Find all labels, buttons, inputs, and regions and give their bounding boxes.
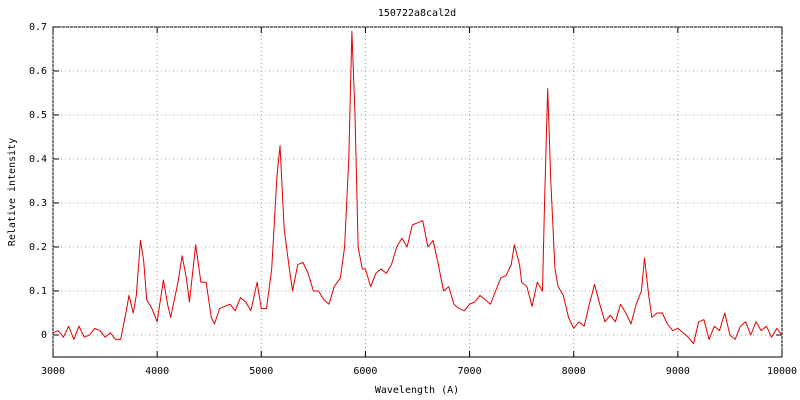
spectrum-line: [52, 30, 783, 345]
x-tick-label: 10000: [767, 366, 797, 377]
y-tick-label: 0.1: [29, 286, 47, 297]
y-tick-label: 0.2: [29, 242, 47, 253]
y-axis-label: Relative intensity: [7, 138, 18, 246]
y-tick-label: 0: [41, 330, 47, 341]
x-tick-label: 3000: [41, 366, 65, 377]
chart-title: 150722a8cal2d: [378, 8, 456, 19]
x-tick-label: 8000: [562, 366, 586, 377]
y-tick-label: 0.7: [29, 22, 47, 33]
x-tick-label: 7000: [458, 366, 482, 377]
x-axis-label: Wavelength (A): [375, 385, 459, 396]
y-tick-label: 0.4: [29, 154, 47, 165]
y-tick-label: 0.5: [29, 110, 47, 121]
x-tick-label: 4000: [145, 366, 169, 377]
y-tick-label: 0.6: [29, 66, 47, 77]
y-tick-label: 0.3: [29, 198, 47, 209]
plot-frame: [52, 26, 783, 358]
x-tick-label: 5000: [249, 366, 273, 377]
x-tick-label: 9000: [666, 366, 690, 377]
x-tick-label: 6000: [353, 366, 377, 377]
